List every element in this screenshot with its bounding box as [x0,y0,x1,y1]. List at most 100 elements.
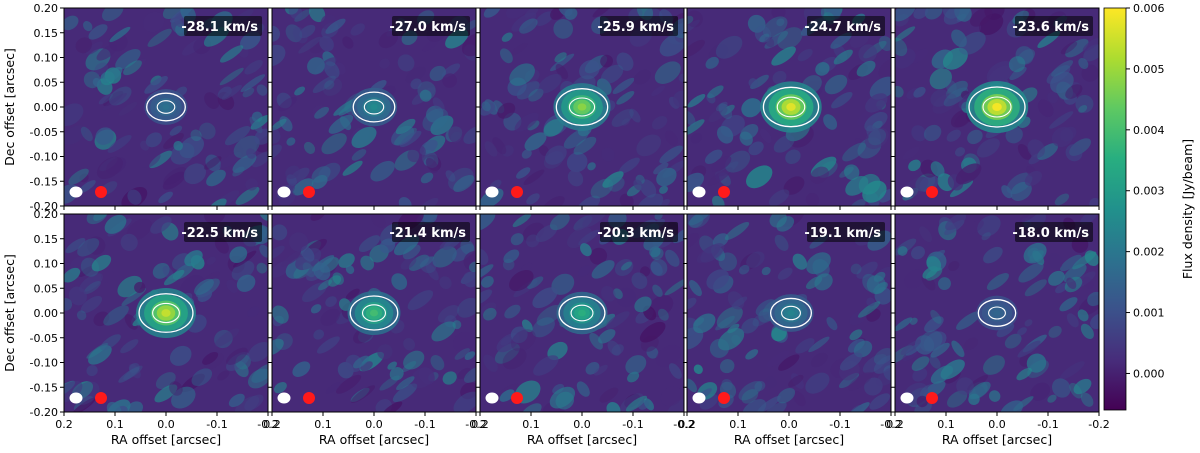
beam-marker [718,186,730,198]
channel-panel: -28.1 km/s 0.20 0.15 0.10 0.05 0.00 -0.05 -0.10… [2,2,269,213]
contour [769,297,813,329]
beam-marker [277,392,291,404]
y-tick-label: -0.10 [30,151,58,164]
contour [762,86,820,128]
contour [152,302,180,324]
x-tick-label: 0.0 [573,418,591,431]
contour [968,86,1026,128]
beam-marker [303,186,315,198]
contour [570,304,594,322]
x-tick-label: 0.0 [780,418,798,431]
y-tick-label: 0.05 [34,76,59,89]
colorbar-tick-label: 0.004 [1133,124,1165,137]
contour [146,92,186,122]
contour [363,99,385,115]
x-tick-label: 0.2 [678,418,696,431]
x-tick-label: 0.1 [729,418,747,431]
x-tick-label: 0.1 [937,418,955,431]
contour [349,295,399,331]
beam-marker [277,186,291,198]
x-axis-label: RA offset [arcsec] [734,432,844,447]
contour [781,305,801,321]
contour [558,295,606,331]
channel-panel: -18.0 km/s 0.2 0.1 0.0 -0.1 -0.2 RA offset [ar… [886,213,1110,447]
y-tick-label: -0.05 [30,126,58,139]
x-tick-label: -0.2 [465,418,486,431]
contour [361,304,387,322]
y-tick-label: -0.20 [30,406,58,419]
x-tick-label: 0.2 [55,418,73,431]
colorbar: 0.006 0.005 0.004 0.003 0.002 0.001 0.000 Flux… [1103,2,1195,411]
velocity-label: -20.3 km/s [597,226,674,241]
x-tick-label: 0.2 [263,418,281,431]
channel-panel: -19.1 km/s 0.2 0.1 0.0 -0.1 -0.2 RA offset [ar… [678,213,902,447]
velocity-label: -18.0 km/s [1012,226,1089,241]
flux-map [895,8,1099,206]
contour [156,100,176,114]
velocity-label: -25.9 km/s [597,20,674,35]
contour [977,299,1017,327]
channel-panel: -23.6 km/s [891,7,1100,210]
beam-marker [485,392,499,404]
x-tick-label: 0.0 [988,418,1006,431]
contour [138,293,194,333]
beam-marker [303,392,315,404]
velocity-label: -28.1 km/s [181,20,258,35]
contour [555,88,609,126]
velocity-label: -22.5 km/s [181,226,258,241]
contour [988,306,1006,320]
contour [568,97,596,117]
beam-marker [900,392,914,404]
beam-marker [69,392,83,404]
flux-map [687,8,891,206]
channel-panel: -22.5 km/s 0.2 0.1 0.0 -0.1 -0.2 0.20 0.15 0.10 0… [2,208,279,447]
x-tick-label: 0.0 [157,418,175,431]
x-tick-label: -0.2 [880,418,901,431]
contour [776,96,806,118]
flux-map [64,214,268,412]
x-axis-label: RA offset [arcsec] [111,432,221,447]
y-tick-label: 0.15 [34,233,59,246]
colorbar-tick-label: 0.000 [1133,367,1165,380]
y-tick-label: -0.05 [30,332,58,345]
x-axis-label: RA offset [arcsec] [319,432,429,447]
channel-panel: -20.3 km/s 0.2 0.1 0.0 -0.1 -0.2 RA offset [ar… [471,213,695,447]
y-tick-label: 0.10 [34,52,59,65]
x-tick-label: -0.1 [1037,418,1058,431]
x-tick-label: 0.0 [365,418,383,431]
y-tick-label: -0.10 [30,357,58,370]
x-axis-label: RA offset [arcsec] [527,432,637,447]
y-tick-label: -0.20 [30,200,58,213]
flux-map [272,214,476,412]
colorbar-gradient [1103,7,1127,411]
x-tick-label: -0.1 [206,418,227,431]
x-tick-label: -0.1 [622,418,643,431]
flux-map [895,214,1099,412]
beam-marker [95,392,107,404]
x-tick-label: 0.2 [471,418,489,431]
colorbar-tick-label: 0.002 [1133,246,1165,259]
beam-marker [926,186,938,198]
y-axis-label: Dec offset [arcsec] [2,254,17,372]
channel-panel: -24.7 km/s [683,7,892,210]
beam-marker [718,392,730,404]
beam-marker [95,186,107,198]
y-tick-label: 0.00 [34,101,59,114]
beam-marker [485,186,499,198]
flux-map [272,8,476,206]
channel-panel: -21.4 km/s 0.2 0.1 0.0 -0.1 -0.2 RA offset [ar… [263,213,487,447]
contour [982,96,1012,118]
velocity-label: -19.1 km/s [804,226,881,241]
colorbar-tick-label: 0.003 [1133,185,1165,198]
y-tick-label: -0.15 [30,175,58,188]
x-tick-label: -0.2 [1088,418,1109,431]
beam-marker [692,186,706,198]
flux-map [687,214,891,412]
beam-marker [511,186,523,198]
beam-marker [900,186,914,198]
flux-map [480,214,684,412]
beam-marker [926,392,938,404]
x-tick-label: -0.2 [257,418,278,431]
velocity-label: -21.4 km/s [389,226,466,241]
